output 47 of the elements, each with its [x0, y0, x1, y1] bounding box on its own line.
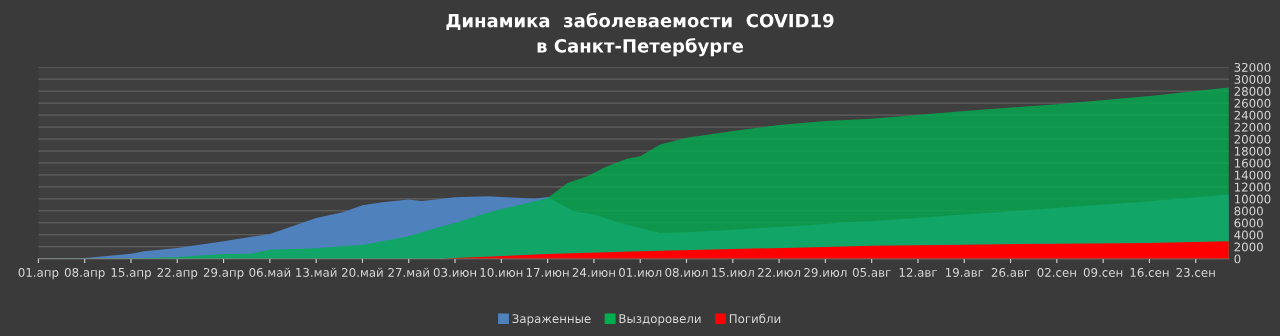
x-tick-label: 19.авг: [945, 267, 984, 277]
y-tick-label: 6000: [1234, 218, 1263, 228]
legend-label: Погибли: [729, 313, 781, 324]
x-tick-label: 08.июл: [665, 267, 708, 277]
y-tick-label: 10000: [1234, 194, 1271, 204]
legend-label: Выздоровели: [619, 314, 701, 326]
x-tick-label: 22.июл: [757, 267, 801, 277]
x-tick-label: 03.июн: [433, 267, 477, 277]
y-tick-label: 20000: [1234, 134, 1271, 144]
x-tick-label: 09.сен: [1083, 267, 1123, 277]
y-tick-label: 8000: [1234, 206, 1263, 216]
y-tick-label: 4000: [1234, 230, 1263, 240]
y-tick-label: 30000: [1234, 74, 1271, 84]
x-tick-label: 29.апр: [203, 267, 244, 280]
x-tick-label: 12.авг: [899, 267, 937, 277]
x-tick-label: 15.июл: [712, 268, 754, 277]
x-tick-label: 02.сен: [1037, 267, 1076, 277]
x-tick-label: 15.апр: [111, 268, 151, 280]
y-tick-label: 12000: [1234, 182, 1271, 192]
x-tick-label: 22.апр: [157, 267, 198, 280]
chart-title: Динамика заболеваемости COVID19 в Санкт-Петербурге: [446, 12, 834, 57]
y-tick-label: 16000: [1234, 158, 1271, 168]
x-tick-label: 29.июл: [804, 267, 847, 277]
y-tick-label: 24000: [1234, 110, 1271, 120]
y-tick-label: 18000: [1234, 146, 1271, 156]
x-tick-label: 01.июл: [619, 267, 662, 277]
x-tick-label: 24.июн: [572, 267, 615, 277]
x-tick-label: 27.май: [388, 267, 429, 277]
y-tick-label: 28000: [1234, 86, 1271, 96]
y-tick-label: 22000: [1234, 122, 1271, 132]
x-tick-label: 01.апр: [18, 267, 59, 280]
x-tick-label: 16.сен: [1130, 267, 1169, 277]
x-tick-label: 23.сен: [1176, 267, 1215, 277]
legend-label: Зараженные: [512, 314, 591, 326]
y-tick-label: 14000: [1234, 170, 1271, 180]
x-tick-label: 17.июн: [526, 268, 569, 277]
y-tick-label: 26000: [1234, 98, 1271, 108]
x-tick-label: 08.апр: [64, 267, 105, 280]
x-tick-label: 20.май: [342, 267, 383, 277]
x-tick-label: 26.авг: [991, 267, 1030, 277]
y-tick-label: 32000: [1234, 62, 1271, 72]
x-tick-label: 06.май: [249, 267, 291, 277]
y-tick-label: 2000: [1234, 242, 1263, 252]
x-tick-label: 13.май: [296, 267, 337, 277]
x-tick-label: 10.июн: [480, 267, 523, 277]
y-tick-label: 0: [1234, 254, 1241, 264]
x-tick-label: 05.авг: [852, 267, 891, 277]
